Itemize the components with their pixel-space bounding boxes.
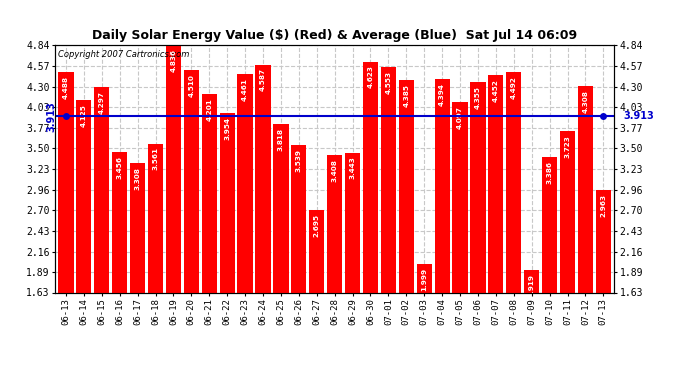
Text: 1.999: 1.999: [421, 268, 427, 291]
Bar: [578, 86, 593, 375]
Text: 4.492: 4.492: [511, 76, 517, 99]
Text: 3.913: 3.913: [623, 111, 654, 122]
Text: 3.456: 3.456: [117, 156, 123, 178]
Bar: [542, 157, 558, 375]
Bar: [381, 67, 396, 375]
Bar: [363, 62, 378, 375]
Bar: [506, 72, 522, 375]
Bar: [417, 264, 432, 375]
Text: 4.297: 4.297: [99, 91, 105, 114]
Text: 4.488: 4.488: [63, 76, 69, 99]
Bar: [112, 152, 127, 375]
Text: 4.125: 4.125: [81, 104, 87, 127]
Text: 3.408: 3.408: [332, 159, 337, 182]
Text: 3.723: 3.723: [564, 135, 571, 158]
Bar: [471, 82, 486, 375]
Bar: [595, 190, 611, 375]
Bar: [489, 75, 504, 375]
Text: 4.587: 4.587: [260, 68, 266, 92]
Text: 3.913: 3.913: [46, 101, 56, 132]
Text: 3.818: 3.818: [278, 128, 284, 151]
Text: 4.355: 4.355: [475, 86, 481, 109]
Bar: [166, 45, 181, 375]
Text: 4.394: 4.394: [439, 83, 445, 106]
Bar: [399, 80, 414, 375]
Text: 3.386: 3.386: [546, 161, 553, 184]
Title: Daily Solar Energy Value ($) (Red) & Average (Blue)  Sat Jul 14 06:09: Daily Solar Energy Value ($) (Red) & Ave…: [92, 30, 578, 42]
Text: 4.623: 4.623: [368, 66, 373, 88]
Text: 4.461: 4.461: [242, 78, 248, 101]
Text: 4.553: 4.553: [386, 71, 391, 94]
Bar: [59, 72, 74, 375]
Text: 3.308: 3.308: [135, 167, 141, 190]
Bar: [273, 124, 288, 375]
Bar: [435, 80, 450, 375]
Bar: [345, 153, 360, 375]
Bar: [524, 270, 540, 375]
Text: 3.954: 3.954: [224, 117, 230, 140]
Bar: [148, 144, 163, 375]
Bar: [130, 163, 145, 375]
Bar: [309, 210, 324, 375]
Bar: [453, 102, 468, 375]
Bar: [184, 70, 199, 375]
Text: 4.836: 4.836: [170, 49, 177, 72]
Bar: [291, 145, 306, 375]
Bar: [255, 64, 270, 375]
Text: 2.695: 2.695: [314, 214, 319, 237]
Text: Copyright 2007 Cartronics.com: Copyright 2007 Cartronics.com: [58, 50, 189, 59]
Bar: [94, 87, 110, 375]
Bar: [77, 100, 92, 375]
Bar: [219, 113, 235, 375]
Text: 2.963: 2.963: [600, 194, 607, 217]
Bar: [327, 155, 342, 375]
Bar: [237, 74, 253, 375]
Bar: [201, 94, 217, 375]
Text: 4.452: 4.452: [493, 79, 499, 102]
Text: 3.561: 3.561: [152, 147, 159, 171]
Text: 3.443: 3.443: [350, 157, 355, 179]
Text: 4.097: 4.097: [457, 106, 463, 129]
Text: 4.385: 4.385: [403, 84, 409, 107]
Text: 4.308: 4.308: [582, 90, 589, 113]
Text: 3.539: 3.539: [296, 149, 302, 172]
Bar: [560, 131, 575, 375]
Text: 4.510: 4.510: [188, 74, 195, 97]
Text: 1.919: 1.919: [529, 274, 535, 297]
Text: 4.201: 4.201: [206, 98, 213, 121]
